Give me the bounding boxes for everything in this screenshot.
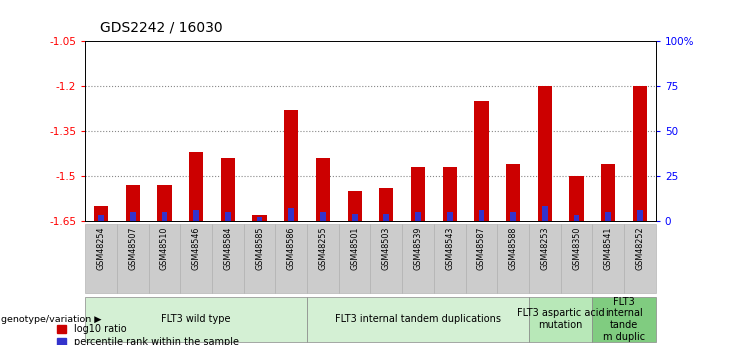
Bar (256, 217, 262, 221)
Text: GSM48507: GSM48507 (128, 226, 137, 270)
Bar (601, 164, 615, 221)
Text: GSM48588: GSM48588 (508, 226, 518, 270)
FancyBboxPatch shape (149, 224, 180, 293)
FancyBboxPatch shape (592, 297, 656, 342)
Bar (384, 214, 389, 221)
FancyBboxPatch shape (212, 224, 244, 293)
FancyBboxPatch shape (402, 224, 434, 293)
Text: FLT3 aspartic acid
mutation: FLT3 aspartic acid mutation (517, 308, 605, 330)
FancyBboxPatch shape (592, 224, 624, 293)
Bar (126, 185, 140, 221)
Text: GSM48510: GSM48510 (160, 226, 169, 270)
Bar (442, 167, 457, 221)
FancyBboxPatch shape (244, 224, 276, 293)
Text: GSM48254: GSM48254 (96, 226, 105, 270)
FancyBboxPatch shape (529, 297, 592, 342)
FancyBboxPatch shape (497, 224, 529, 293)
Text: GSM48546: GSM48546 (192, 226, 201, 270)
Text: GSM48253: GSM48253 (540, 226, 549, 270)
Text: GSM48541: GSM48541 (604, 226, 613, 270)
Bar (348, 191, 362, 221)
FancyBboxPatch shape (307, 224, 339, 293)
Bar (474, 101, 488, 221)
Text: GSM48584: GSM48584 (223, 226, 233, 270)
Text: GSM48501: GSM48501 (350, 226, 359, 270)
FancyBboxPatch shape (624, 224, 656, 293)
Text: GSM48587: GSM48587 (477, 226, 486, 270)
Bar (605, 212, 611, 221)
FancyBboxPatch shape (180, 224, 212, 293)
Bar (193, 210, 199, 221)
Bar (189, 152, 203, 221)
Text: GSM48585: GSM48585 (255, 226, 264, 270)
FancyBboxPatch shape (370, 224, 402, 293)
FancyBboxPatch shape (465, 224, 497, 293)
Bar (284, 110, 299, 221)
Legend: log10 ratio, percentile rank within the sample: log10 ratio, percentile rank within the … (57, 324, 239, 345)
Text: GSM48252: GSM48252 (636, 226, 645, 270)
Bar (538, 86, 552, 221)
Bar (637, 210, 642, 221)
Text: GDS2242 / 16030: GDS2242 / 16030 (100, 20, 222, 34)
Bar (157, 185, 172, 221)
Bar (633, 86, 647, 221)
Bar (253, 215, 267, 221)
Bar (415, 212, 421, 221)
Text: FLT3 internal tandem duplications: FLT3 internal tandem duplications (335, 314, 501, 324)
Bar (379, 188, 393, 221)
Bar (574, 215, 579, 221)
FancyBboxPatch shape (85, 224, 117, 293)
Text: FLT3
internal
tande
m duplic: FLT3 internal tande m duplic (603, 297, 645, 342)
Text: GSM48350: GSM48350 (572, 226, 581, 270)
FancyBboxPatch shape (117, 224, 149, 293)
Text: FLT3 wild type: FLT3 wild type (162, 314, 231, 324)
Text: GSM48586: GSM48586 (287, 226, 296, 270)
Bar (130, 212, 136, 221)
Bar (94, 206, 108, 221)
FancyBboxPatch shape (434, 224, 465, 293)
Text: genotype/variation ▶: genotype/variation ▶ (1, 315, 102, 324)
FancyBboxPatch shape (529, 224, 561, 293)
FancyBboxPatch shape (339, 224, 370, 293)
Text: GSM48539: GSM48539 (413, 226, 422, 270)
Bar (447, 212, 453, 221)
Text: GSM48543: GSM48543 (445, 226, 454, 270)
Bar (352, 214, 357, 221)
Bar (162, 212, 167, 221)
FancyBboxPatch shape (85, 297, 307, 342)
Bar (221, 158, 235, 221)
FancyBboxPatch shape (276, 224, 307, 293)
FancyBboxPatch shape (561, 224, 592, 293)
Bar (479, 210, 485, 221)
Bar (99, 215, 104, 221)
Bar (288, 208, 294, 221)
Text: GSM48255: GSM48255 (319, 226, 328, 270)
Bar (225, 212, 230, 221)
Bar (511, 212, 516, 221)
Text: GSM48503: GSM48503 (382, 226, 391, 270)
Bar (316, 158, 330, 221)
Bar (506, 164, 520, 221)
Bar (542, 206, 548, 221)
Bar (411, 167, 425, 221)
Bar (569, 176, 584, 221)
FancyBboxPatch shape (307, 297, 529, 342)
Bar (320, 212, 326, 221)
